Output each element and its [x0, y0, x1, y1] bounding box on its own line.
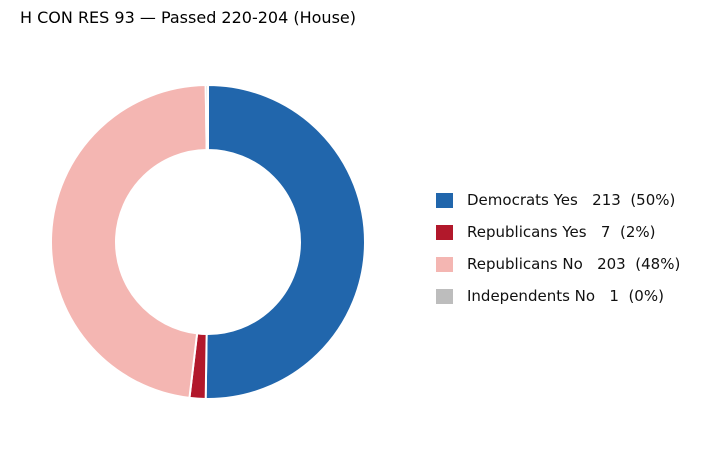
- legend-label: Republicans Yes 7 (2%): [467, 223, 656, 241]
- legend-swatch: [436, 288, 453, 304]
- chart-title: H CON RES 93 — Passed 220-204 (House): [20, 8, 356, 27]
- legend-label: Democrats Yes 213 (50%): [467, 191, 676, 209]
- legend-item: Republicans No 203 (48%): [436, 248, 680, 280]
- donut-slice-independents-no: [204, 83, 209, 152]
- legend-swatch: [436, 192, 453, 208]
- legend-swatch: [436, 224, 453, 240]
- legend-label: Independents No 1 (0%): [467, 287, 664, 305]
- donut-slice-republicans-no: [50, 84, 208, 400]
- donut-slice-democrats-yes: [204, 83, 366, 400]
- legend-label: Republicans No 203 (48%): [467, 255, 681, 273]
- legend-item: Republicans Yes 7 (2%): [436, 216, 680, 248]
- legend-item: Independents No 1 (0%): [436, 280, 680, 312]
- legend: Democrats Yes 213 (50%) Republicans Yes 7…: [436, 184, 680, 312]
- legend-item: Democrats Yes 213 (50%): [436, 184, 680, 216]
- legend-swatch: [436, 256, 453, 272]
